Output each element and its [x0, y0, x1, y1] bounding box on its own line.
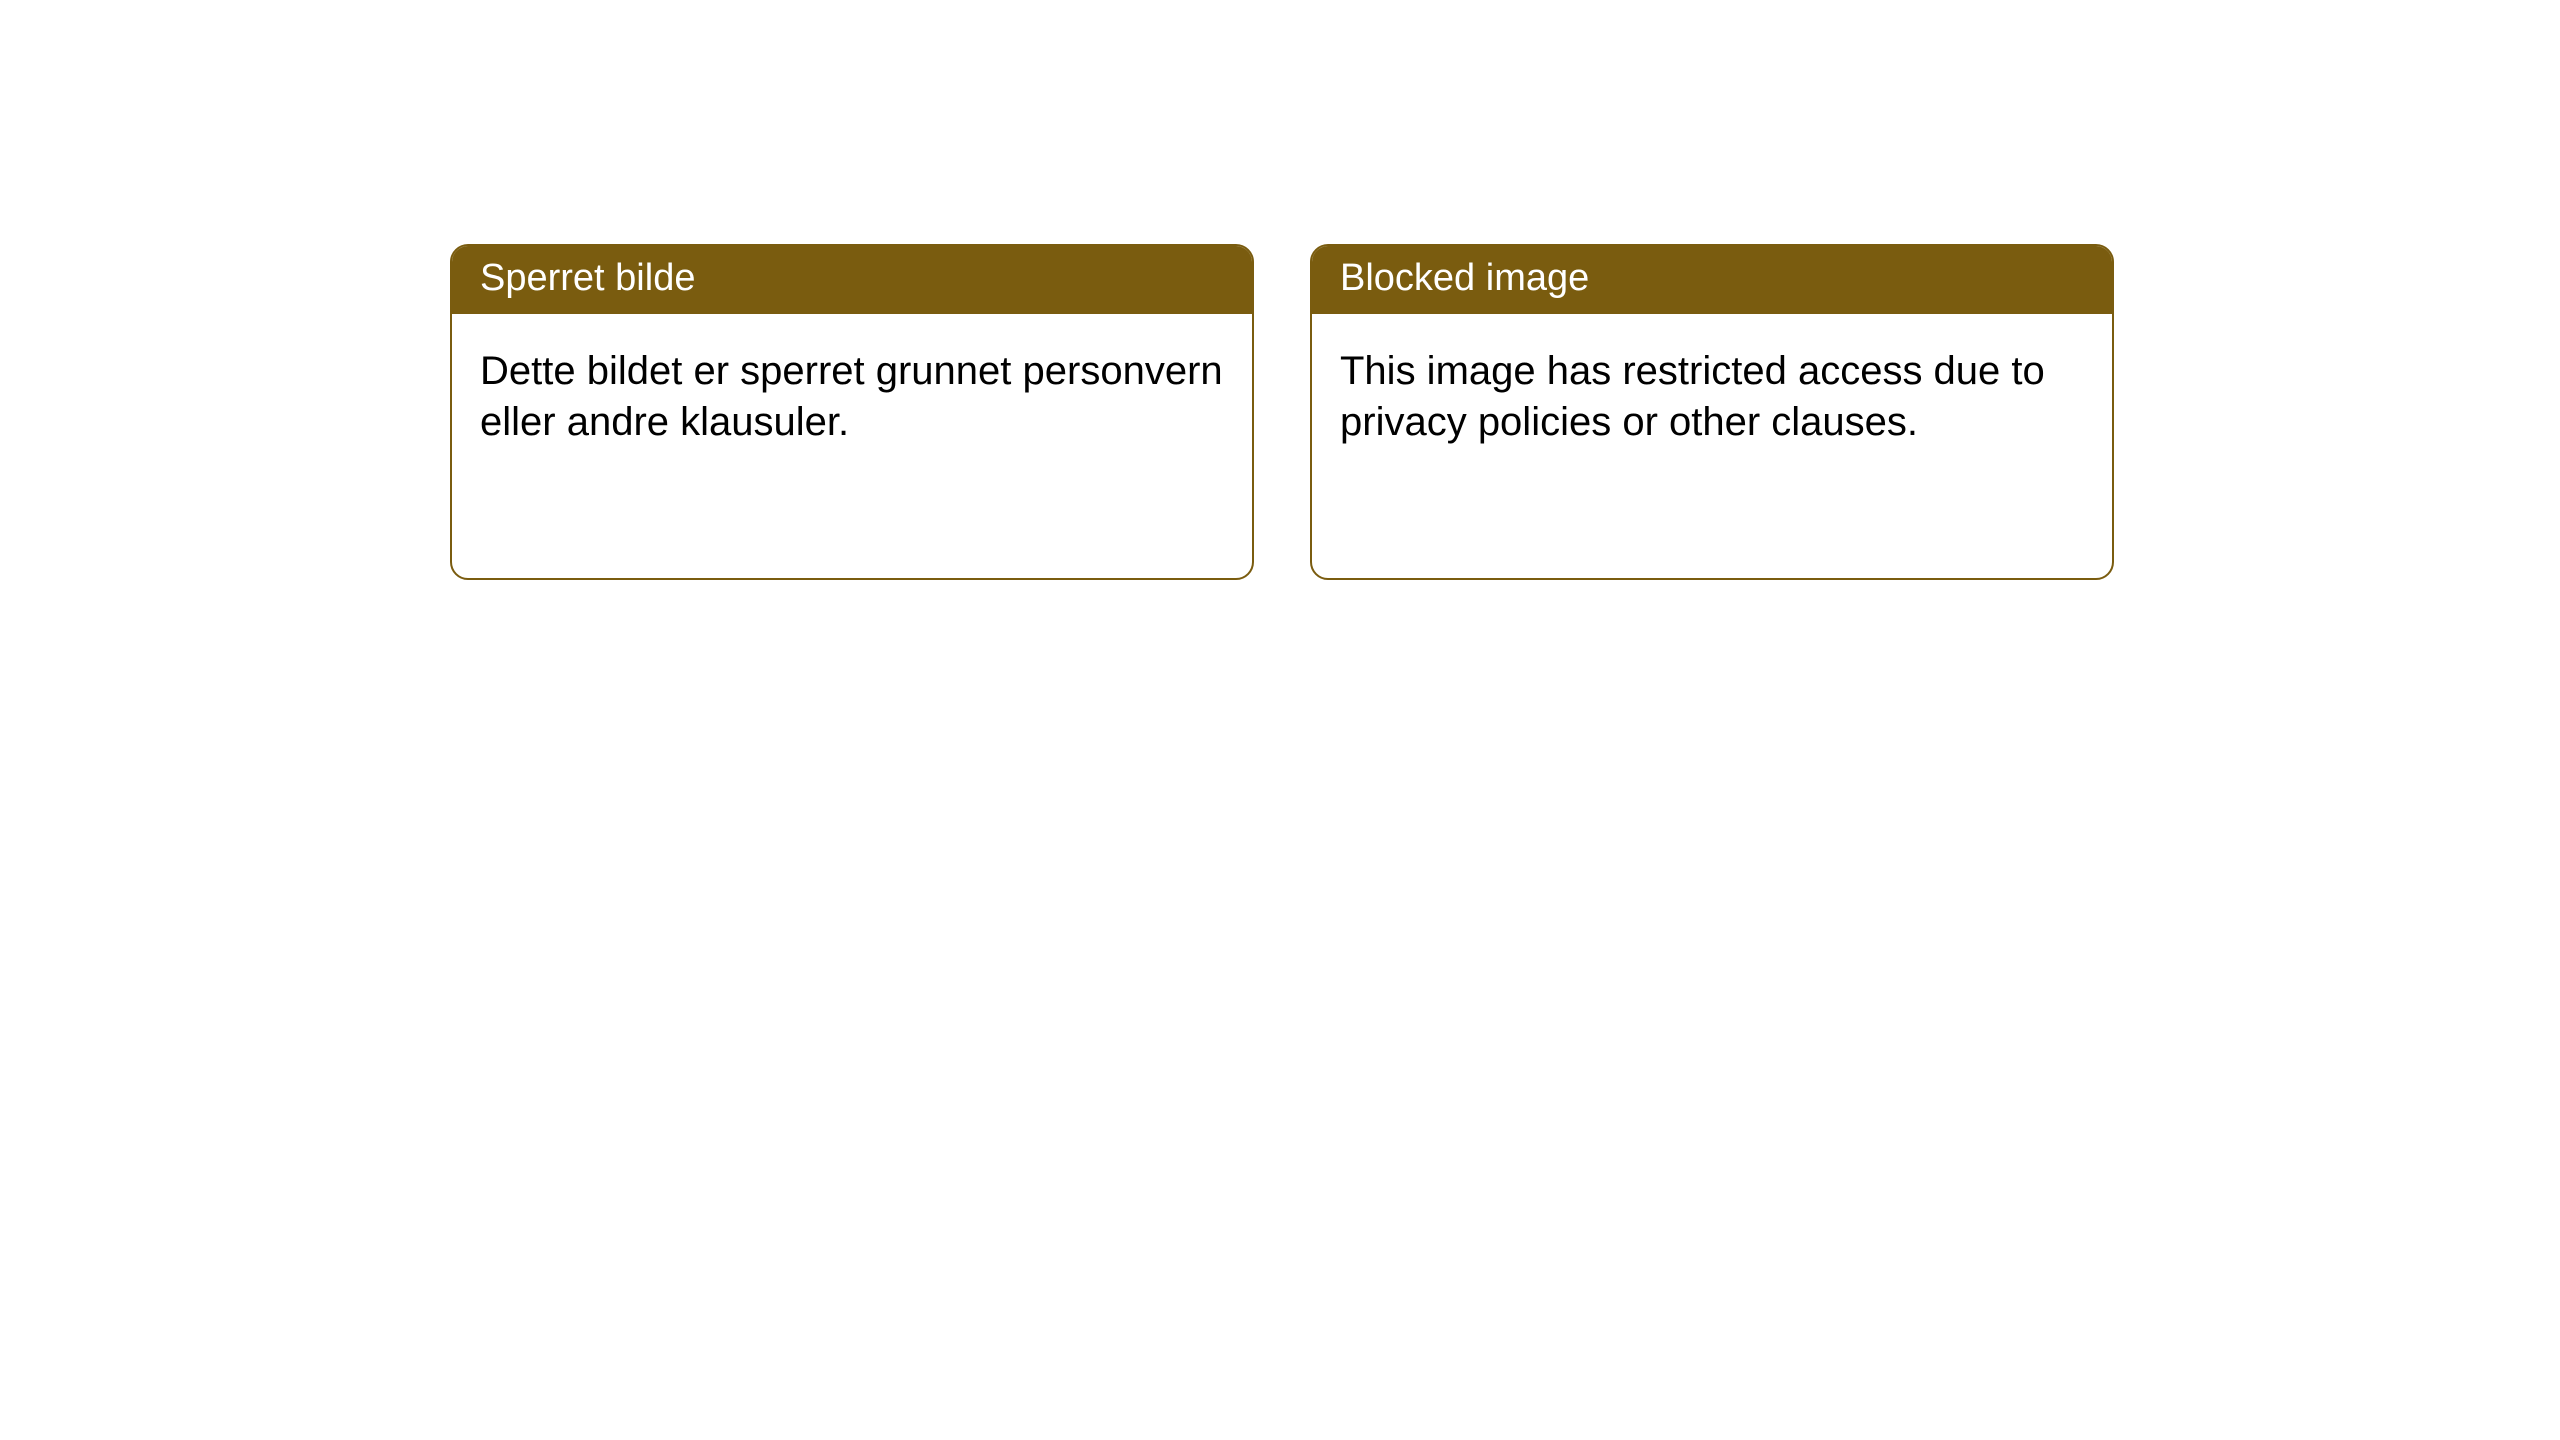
notice-body: This image has restricted access due to … [1312, 314, 2112, 480]
notice-card-english: Blocked image This image has restricted … [1310, 244, 2114, 580]
notice-container: Sperret bilde Dette bildet er sperret gr… [0, 0, 2560, 580]
notice-body: Dette bildet er sperret grunnet personve… [452, 314, 1252, 480]
notice-header: Sperret bilde [452, 246, 1252, 314]
notice-card-norwegian: Sperret bilde Dette bildet er sperret gr… [450, 244, 1254, 580]
notice-header: Blocked image [1312, 246, 2112, 314]
